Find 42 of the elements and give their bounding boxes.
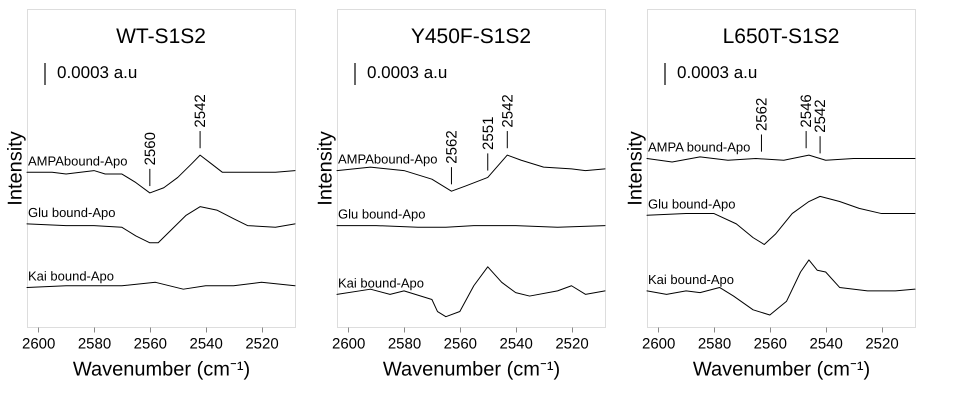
x-tick-label: 2560 [754,336,788,352]
x-tick-label: 2600 [642,336,676,352]
text: 0.0003 a.u [57,63,138,82]
series-label: Glu bound-Apo [338,206,426,222]
series-label: Glu bound-Apo [28,204,116,220]
text: 0.0003 a.u [367,63,448,82]
annotation: 2551 [480,116,497,150]
x-tick-label: 2580 [388,336,422,352]
x-tick-label: 2520 [865,336,899,352]
x-tick-label: 2540 [809,336,843,352]
text: 0.0003 a.u [677,63,758,82]
x-tick-label: 2520 [555,336,589,352]
series-label: Kai bound-Apo [648,272,734,287]
series-label: AMPAbound-Apo [338,152,438,167]
x-tick-label: 2560 [444,336,478,352]
x-tick-label: 2580 [78,336,112,352]
x-axis-title: Wavenumber (cm⁻¹) [692,358,870,380]
x-tick-label: 2560 [134,336,168,352]
y-axis-title: Intensity [624,131,646,206]
annotation: 2562 [443,130,460,164]
series-label: Glu bound-Apo [648,196,736,212]
annotation: 2560 [142,132,159,166]
x-tick-label: 2580 [698,336,732,352]
series-label: Kai bound-Apo [338,275,424,290]
chart-title: L650T-S1S2 [722,25,840,48]
annotation: 2562 [753,98,770,132]
x-tick-label: 2600 [332,336,366,352]
chart-title: Y450F-S1S2 [410,25,532,48]
y-axis-title: Intensity [314,131,336,206]
chart-title: WT-S1S2 [116,25,206,48]
x-axis-title: Wavenumber (cm⁻¹) [382,358,560,380]
x-axis-title: Wavenumber (cm⁻¹) [72,358,250,380]
annotation: 2542 [192,94,210,128]
x-tick-label: 2600 [22,336,56,352]
legend-label: AMPA bound-Apo [648,140,750,155]
series-label: AMPAbound-Apo [28,153,128,168]
x-tick-label: 2540 [189,336,223,352]
series-label: Kai bound-Apo [28,268,114,284]
y-axis-title: Intensity [4,131,26,206]
x-tick-label: 2520 [245,336,279,352]
x-tick-label: 2540 [499,336,533,352]
annotation: 2542 [499,94,516,128]
